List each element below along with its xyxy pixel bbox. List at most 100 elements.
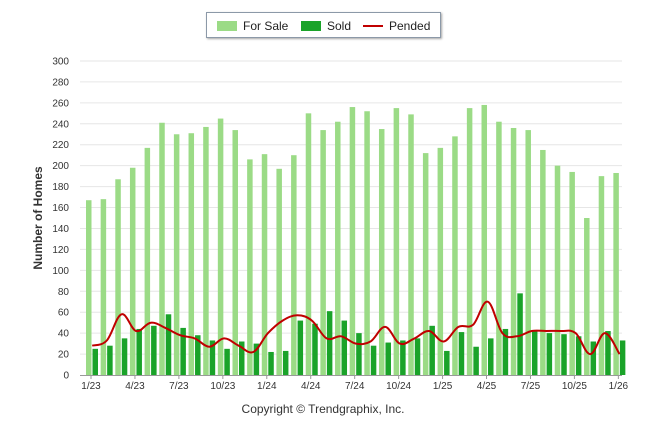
sold-bar <box>165 314 172 375</box>
for-sale-swatch <box>217 21 237 31</box>
x-tick-label: 4/24 <box>301 381 321 392</box>
y-tick-label: 180 <box>52 182 69 193</box>
sold-bar <box>195 335 201 375</box>
pended-line <box>91 300 621 356</box>
for-sale-bar <box>525 130 531 375</box>
sold-bar <box>151 325 157 375</box>
for-sale-bar <box>188 133 195 375</box>
sold-bar <box>414 338 421 375</box>
for-sale-bar <box>203 126 209 375</box>
for-sale-bar <box>408 114 414 375</box>
for-sale-bar <box>232 130 238 375</box>
for-sale-bar <box>144 147 151 375</box>
sold-bar <box>385 342 391 375</box>
sold-swatch <box>301 21 321 31</box>
for-sale-bar <box>305 113 312 375</box>
legend-label-sold: Sold <box>327 19 352 33</box>
for-sale-bar <box>86 200 92 375</box>
for-sale-bar <box>452 136 458 375</box>
for-sale-bar <box>496 121 502 375</box>
sold-bar <box>605 331 611 375</box>
for-sale-bar <box>598 176 605 375</box>
y-tick-label: 60 <box>58 308 70 319</box>
y-tick-label: 80 <box>58 287 70 298</box>
pended-swatch <box>363 25 383 27</box>
y-tick-label: 280 <box>52 77 69 88</box>
sold-bar <box>561 334 567 375</box>
x-tick-label: 10/23 <box>210 381 235 392</box>
sold-bar <box>488 338 494 375</box>
pended-line-layer <box>91 300 621 356</box>
x-tick-label: 1/24 <box>257 381 277 392</box>
for-sale-bar <box>481 104 488 376</box>
for-sale-bar <box>422 153 429 375</box>
for-sale-bar <box>217 118 224 376</box>
sold-bar <box>253 343 260 375</box>
y-tick-label: 160 <box>52 203 69 214</box>
sold-bar <box>400 340 406 375</box>
sold-bar <box>238 341 245 375</box>
sold-bar <box>546 333 553 375</box>
for-sale-bar <box>393 108 400 375</box>
for-sale-bar <box>320 130 326 375</box>
for-sale-bar <box>613 172 619 375</box>
sold-bar <box>502 328 509 375</box>
sold-bar <box>473 346 479 375</box>
x-tick-label: 7/23 <box>169 381 189 392</box>
sold-bar <box>517 293 523 375</box>
for-sale-bar <box>569 171 575 375</box>
sold-bar <box>121 338 128 375</box>
sold-bar <box>180 327 186 375</box>
x-tick-label: 4/23 <box>125 381 145 392</box>
sold-bar <box>619 340 626 375</box>
x-tick-label: 10/25 <box>562 381 587 392</box>
sold-bar <box>136 328 142 375</box>
for-sale-bar <box>247 159 253 375</box>
for-sale-bar <box>291 155 297 375</box>
bars <box>86 104 626 376</box>
sold-bar <box>575 336 582 375</box>
for-sale-bar <box>129 167 136 375</box>
for-sale-bar <box>378 129 385 375</box>
for-sale-bar <box>335 121 341 375</box>
for-sale-bar <box>540 149 546 375</box>
y-tick-label: 240 <box>52 119 69 130</box>
sold-bar <box>268 351 274 375</box>
sold-bar <box>356 333 362 375</box>
for-sale-bar <box>173 134 180 375</box>
sold-bar <box>297 320 304 375</box>
sold-bar <box>370 345 377 375</box>
sold-bar <box>224 348 230 375</box>
sold-bar <box>531 329 538 375</box>
sold-bar <box>458 332 465 375</box>
y-tick-label: 40 <box>58 329 70 340</box>
sold-bar <box>107 345 113 375</box>
sold-bar <box>444 350 450 375</box>
for-sale-bar <box>276 168 282 375</box>
for-sale-bar <box>349 107 356 375</box>
y-tick-label: 200 <box>52 161 69 172</box>
y-tick-label: 100 <box>52 266 69 277</box>
y-tick-label: 0 <box>63 371 69 382</box>
y-tick-label: 300 <box>52 57 69 68</box>
x-tick-label: 10/24 <box>386 381 411 392</box>
sold-bar <box>341 320 348 375</box>
y-axis-title: Number of Homes <box>31 166 45 270</box>
sold-bar <box>209 340 216 375</box>
y-tick-label: 20 <box>58 350 70 361</box>
x-tick-label: 7/25 <box>521 381 541 392</box>
sold-bar <box>92 348 98 375</box>
sold-bar <box>326 311 333 375</box>
y-tick-label: 220 <box>52 140 69 151</box>
legend-label-pended: Pended <box>389 19 431 33</box>
x-tick-label: 1/26 <box>609 381 629 392</box>
y-axis-ticks: 0 20 40 60 80 100 120 140 160 180 200 220 240 260 280 3… <box>52 57 69 382</box>
for-sale-bar <box>364 111 370 376</box>
x-tick-label: 1/25 <box>433 381 453 392</box>
for-sale-bar <box>100 199 107 375</box>
sold-bar <box>429 325 435 375</box>
for-sale-bar <box>261 154 268 375</box>
for-sale-bar <box>466 108 473 375</box>
y-tick-label: 120 <box>52 245 69 256</box>
legend-label-for-sale: For Sale <box>243 19 289 33</box>
